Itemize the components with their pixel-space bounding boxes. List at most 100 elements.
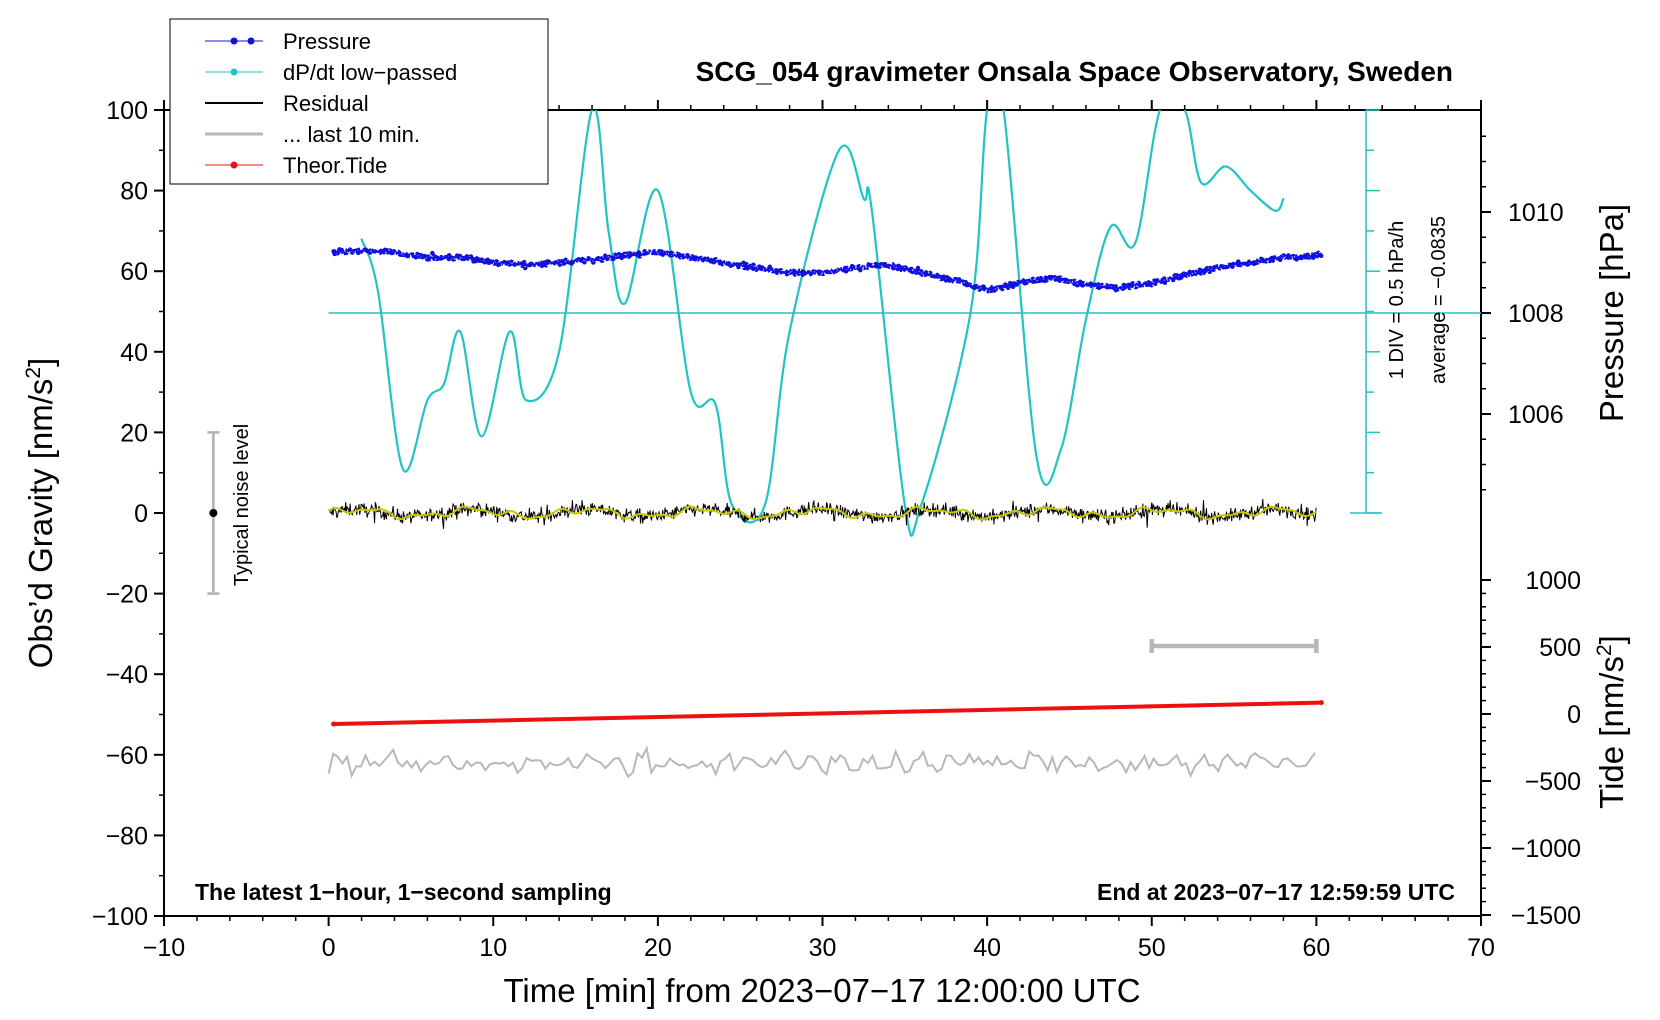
pressure-point (430, 250, 435, 256)
pressure-point (932, 274, 937, 279)
pressure-point (1294, 257, 1299, 262)
pressure-point (742, 262, 748, 267)
pressure-point (1088, 281, 1094, 286)
pressure-point (924, 271, 929, 277)
pressure-point (1113, 284, 1118, 289)
pressure-point (734, 262, 740, 267)
pressure-point (627, 253, 633, 258)
y-tick-label: −80 (106, 822, 148, 850)
dpdt-point (862, 197, 865, 200)
pressure-point (339, 247, 344, 253)
pressure-point (792, 269, 797, 274)
pressure-point (619, 255, 624, 261)
pressure-point (528, 261, 534, 266)
pressure-point (718, 260, 723, 266)
dpdt-point (1159, 110, 1161, 111)
pressure-point (364, 248, 369, 253)
dpdt-point (1249, 189, 1252, 192)
pressure-point (775, 268, 781, 273)
tide-series-line (333, 700, 1322, 727)
dpdt-point (1225, 165, 1227, 168)
pressure-point (1014, 282, 1019, 287)
tide-tick-label: −1500 (1511, 902, 1581, 930)
legend-tide-label: Theor.Tide (283, 153, 387, 178)
pressure-tick-label: 1008 (1508, 300, 1564, 328)
pressure-axis: 1006 1008 1010 (1481, 135, 1564, 491)
noise-bar-center (209, 509, 218, 517)
pressure-point (537, 262, 542, 267)
dpdt-point (443, 383, 445, 385)
legend-pressure-marker-left (230, 37, 238, 45)
pressure-point (1162, 280, 1168, 286)
dpdt-point (986, 110, 988, 111)
pressure-point (668, 250, 674, 256)
dpdt-point (764, 504, 766, 506)
pressure-point (759, 265, 764, 270)
pressure-point (841, 268, 847, 273)
y-tick-label: 40 (120, 339, 148, 367)
pressure-point (833, 269, 838, 274)
tide-tick-label: 1000 (1525, 567, 1581, 595)
pressure-point (866, 262, 871, 267)
pressure-point (882, 262, 888, 267)
dpdt-point (591, 110, 593, 111)
pressure-layer (331, 246, 1324, 294)
tide-tick-label: 500 (1539, 634, 1581, 662)
pressure-point (1203, 267, 1209, 272)
tide-tick-label: −1000 (1511, 835, 1581, 863)
dpdt-point (1109, 226, 1112, 228)
y-tick-label: 100 (106, 97, 148, 125)
dpdt-point (377, 290, 379, 293)
tide-label-main: Tide [nm/s (1593, 656, 1630, 809)
dpdt-point (904, 504, 906, 506)
pressure-axis-label: Pressure [hPa] (1593, 204, 1630, 422)
pressure-point (1277, 257, 1283, 263)
pressure-point (487, 259, 493, 264)
dpdt-point (1002, 110, 1005, 111)
pressure-point (1105, 285, 1110, 290)
pressure-point (347, 247, 353, 252)
pressure-point (784, 270, 789, 275)
indicator-bars (207, 431, 1319, 653)
y-tick-label: 0 (134, 500, 148, 528)
pressure-point (858, 267, 863, 273)
dpdt-point (969, 310, 972, 313)
sampling-note: The latest 1−hour, 1−second sampling (195, 879, 612, 905)
pressure-point (421, 253, 427, 259)
average-note: average = −0.0835 (1428, 216, 1450, 384)
pressure-point (1286, 253, 1291, 258)
pressure-point (1187, 269, 1192, 275)
pressure-point (1179, 275, 1184, 280)
pressure-point (644, 250, 649, 256)
pressure-point (388, 250, 394, 255)
left-y-label-main: Obs’d Gravity [nm/s (22, 379, 59, 669)
pressure-point (808, 271, 814, 276)
pressure-tick-label: 1006 (1508, 401, 1564, 429)
pressure-point (586, 256, 591, 261)
dpdt-layer (360, 110, 1285, 537)
legend-dpdt-label: dP/dt low−passed (283, 60, 457, 85)
y-tick-label: −40 (106, 661, 148, 689)
pressure-point (940, 274, 945, 280)
dpdt-point (426, 399, 429, 401)
pressure-point (1228, 263, 1233, 268)
tide-label-end: ] (1593, 635, 1630, 644)
pressure-point (1154, 278, 1159, 283)
x-tick-label: 0 (322, 934, 336, 962)
pressure-point (989, 285, 995, 291)
legend-dpdt-marker (230, 68, 238, 76)
dpdt-point (624, 302, 626, 305)
legend: Pressure dP/dt low−passed Residual ... l… (169, 18, 549, 185)
dpdt-point (459, 330, 462, 333)
pressure-point (1146, 282, 1151, 287)
pressure-point (1138, 283, 1143, 288)
dpdt-point (1274, 209, 1277, 212)
dpdt-point (1282, 197, 1285, 200)
pressure-point (1236, 261, 1242, 266)
dpdt-point (360, 238, 363, 240)
pressure-point (479, 257, 484, 262)
x-tick-label: 60 (1302, 934, 1330, 962)
pressure-point (915, 265, 921, 271)
y-tick-label: 80 (120, 178, 148, 206)
pressure-point (570, 260, 575, 265)
